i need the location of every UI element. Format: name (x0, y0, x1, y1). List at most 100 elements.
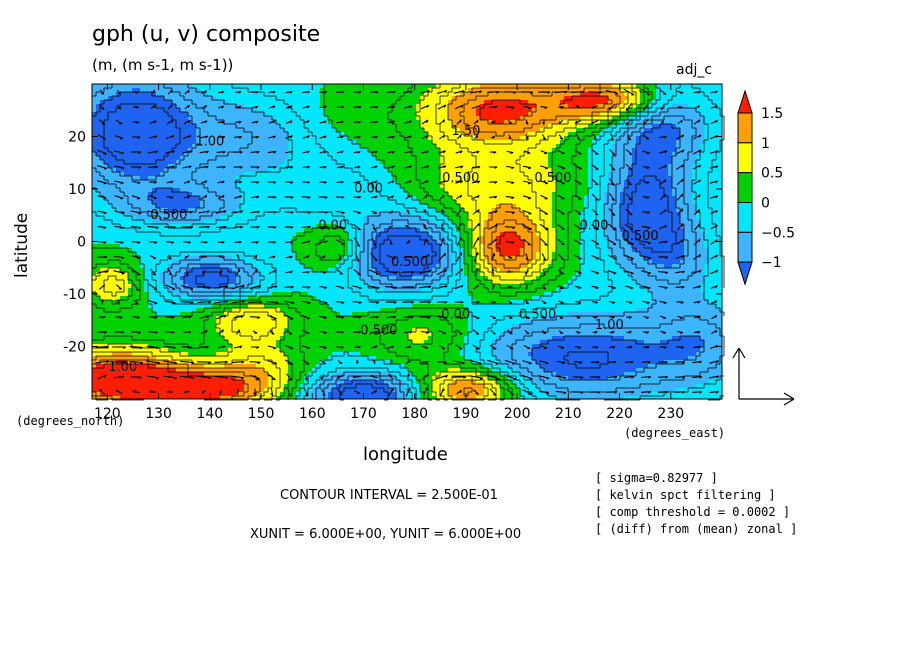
field-cell (672, 204, 677, 209)
field-cell (412, 124, 417, 129)
field-cell (360, 176, 365, 181)
field-cell (232, 172, 237, 177)
field-cell (428, 204, 433, 209)
field-cell (404, 88, 409, 93)
field-cell (720, 204, 723, 209)
field-cell (632, 104, 637, 109)
field-cell (336, 132, 341, 137)
field-cell (184, 172, 189, 177)
field-cell (480, 196, 485, 201)
field-cell (508, 168, 513, 173)
field-cell (636, 188, 641, 193)
field-cell (248, 152, 253, 157)
field-cell (560, 116, 565, 121)
field-cell (440, 104, 445, 109)
field-cell (156, 128, 161, 133)
field-cell (428, 184, 433, 189)
field-cell (124, 172, 129, 177)
field-cell (660, 204, 665, 209)
field-cell (628, 188, 633, 193)
field-cell (120, 152, 125, 157)
field-cell (700, 96, 705, 101)
field-cell (572, 100, 577, 105)
field-cell (528, 100, 533, 105)
field-cell (160, 204, 165, 209)
field-cell (416, 88, 421, 93)
field-cell (340, 168, 345, 173)
field-cell (484, 176, 489, 181)
field-cell (264, 172, 269, 177)
field-cell (348, 204, 353, 209)
field-cell (132, 96, 137, 101)
field-cell (328, 184, 333, 189)
field-cell (456, 108, 461, 113)
field-cell (556, 180, 561, 185)
field-cell (220, 84, 225, 89)
field-cell (628, 204, 633, 209)
field-cell (532, 84, 537, 89)
field-cell (124, 148, 129, 153)
field-cell (368, 128, 373, 133)
field-cell (428, 84, 433, 89)
field-cell (648, 192, 653, 197)
field-cell (284, 208, 289, 213)
field-cell (240, 112, 245, 117)
field-cell (484, 124, 489, 129)
field-cell (300, 116, 305, 121)
field-cell (100, 84, 105, 89)
field-cell (356, 168, 361, 173)
field-cell (608, 108, 613, 113)
field-cell (472, 152, 477, 157)
field-cell (144, 96, 149, 101)
field-cell (616, 156, 621, 161)
field-cell (232, 196, 237, 201)
field-cell (352, 132, 357, 137)
field-cell (340, 184, 345, 189)
field-cell (508, 184, 513, 189)
field-cell (92, 200, 97, 205)
field-cell (572, 180, 577, 185)
field-cell (296, 124, 301, 129)
field-cell (452, 120, 457, 125)
field-cell (240, 184, 245, 189)
field-cell (252, 156, 257, 161)
field-cell (128, 172, 133, 177)
field-cell (356, 208, 361, 213)
field-cell (352, 160, 357, 165)
field-cell (556, 108, 561, 113)
field-cell (136, 92, 141, 97)
field-cell (628, 140, 633, 145)
field-cell (488, 144, 493, 149)
field-cell (272, 100, 277, 105)
field-cell (684, 120, 689, 125)
field-cell (500, 128, 505, 133)
field-cell (112, 84, 117, 89)
field-cell (688, 168, 693, 173)
field-cell (196, 84, 201, 89)
field-cell (576, 124, 581, 129)
field-cell (548, 204, 553, 209)
field-cell (600, 168, 605, 173)
field-cell (424, 124, 429, 129)
field-cell (204, 184, 209, 189)
field-cell (572, 148, 577, 153)
field-cell (576, 92, 581, 97)
field-cell (352, 200, 357, 205)
field-cell (452, 136, 457, 141)
field-cell (180, 200, 185, 205)
field-cell (208, 156, 213, 161)
field-cell (100, 116, 105, 121)
field-cell (112, 200, 117, 205)
field-cell (348, 176, 353, 181)
field-cell (188, 160, 193, 165)
field-cell (360, 88, 365, 93)
field-cell (660, 172, 665, 177)
field-cell (288, 140, 293, 145)
field-cell (284, 156, 289, 161)
field-cell (712, 168, 717, 173)
field-cell (324, 84, 329, 89)
field-cell (356, 184, 361, 189)
field-cell (104, 188, 109, 193)
field-cell (380, 184, 385, 189)
field-cell (556, 144, 561, 149)
